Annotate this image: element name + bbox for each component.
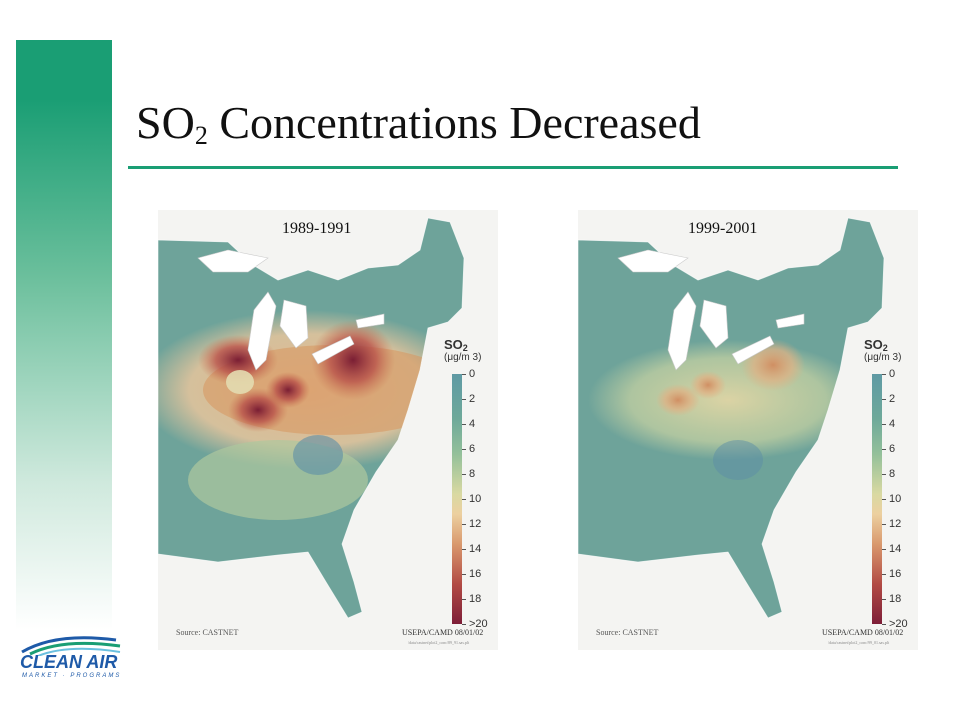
- great-lake-huron: [279, 299, 309, 349]
- legend-tick-label: 0: [889, 368, 896, 380]
- legend-tick: 6: [462, 443, 475, 455]
- legend-tick: 8: [462, 468, 475, 480]
- legend-tick: 14: [462, 543, 481, 555]
- title-main: SO: [136, 97, 195, 148]
- legend-tick: 16: [882, 568, 901, 580]
- legend-unit: (μg/m 3): [444, 352, 482, 363]
- map-period-label: 1989-1991: [282, 220, 352, 237]
- legend-tick-label: 4: [889, 418, 896, 430]
- map-credit: USEPA/CAMD 08/01/02: [822, 628, 904, 637]
- great-lake-erie: [311, 335, 355, 365]
- great-lake-michigan: [247, 291, 277, 371]
- map-source: Source: CASTNET: [596, 628, 659, 637]
- great-lake-ontario: [775, 313, 805, 329]
- legend-tick-label: 18: [889, 593, 902, 605]
- legend-tick-label: 14: [469, 543, 482, 555]
- legend-tick-label: 12: [469, 518, 482, 530]
- legend-tick-label: 18: [469, 593, 482, 605]
- great-lake-michigan: [667, 291, 697, 371]
- legend-tick-label: 14: [889, 543, 902, 555]
- legend-tick: 12: [882, 518, 901, 530]
- map-fineprint: /data/castnet/plot2_conc/99_01.sas.plt: [828, 640, 890, 645]
- great-lake-huron: [699, 299, 729, 349]
- legend-tick-label: >20: [889, 618, 908, 630]
- legend-tick-label: 6: [469, 443, 476, 455]
- legend-tick: 0: [882, 368, 895, 380]
- map-fineprint: /data/castnet/plot2_conc/89_91.sas.plt: [408, 640, 470, 645]
- legend-tick-label: 8: [889, 468, 896, 480]
- clean-air-logo: CLEAN AIR MARKET · PROGRAMS: [16, 632, 126, 680]
- concentration-map-1989-1991: [158, 217, 465, 619]
- map-panel-1989-1991: 1989-1991 SO2 (μg/m 3) 0 2 4 6 8 10 12 14 16 18 >2…: [158, 210, 498, 650]
- legend-title: SO2: [864, 337, 888, 353]
- legend-tick: 2: [462, 393, 475, 405]
- legend-tick-label: 8: [469, 468, 476, 480]
- wave-icon: [21, 636, 121, 657]
- map-source: Source: CASTNET: [176, 628, 239, 637]
- legend-tick: 4: [882, 418, 895, 430]
- legend-tick: 10: [882, 493, 901, 505]
- legend-tick: 14: [882, 543, 901, 555]
- legend-tick-label: 16: [469, 568, 482, 580]
- logo-subtext: MARKET · PROGRAMS: [22, 673, 122, 679]
- so2-legend: SO2 (μg/m 3) 0 2 4 6 8 10 12 14 16 18 >20: [864, 338, 918, 630]
- legend-unit: (μg/m 3): [864, 352, 902, 363]
- map-period-label: 1999-2001: [688, 220, 758, 237]
- legend-tick-label: 16: [889, 568, 902, 580]
- map-panel-1999-2001: 1999-2001 SO2 (μg/m 3) 0 2 4 6 8 10 12 14 16 18 >2…: [578, 210, 918, 650]
- legend-tick: 18: [462, 593, 481, 605]
- title-rest: Concentrations Decreased: [207, 97, 701, 148]
- legend-tick: 16: [462, 568, 481, 580]
- legend-tick: 12: [462, 518, 481, 530]
- legend-tick: 2: [882, 393, 895, 405]
- legend-tick: 4: [462, 418, 475, 430]
- legend-tick: 10: [462, 493, 481, 505]
- great-lake-superior: [197, 249, 269, 273]
- legend-tick: >20: [882, 618, 908, 630]
- concentration-map-1999-2001: [578, 217, 885, 619]
- great-lake-ontario: [355, 313, 385, 329]
- title-rule: [128, 166, 898, 169]
- legend-color-bar: [452, 374, 462, 624]
- logo-text: CLEAN AIR: [20, 652, 118, 672]
- map-credit: USEPA/CAMD 08/01/02: [402, 628, 484, 637]
- legend-tick-label: 12: [889, 518, 902, 530]
- legend-tick: >20: [462, 618, 488, 630]
- so2-legend: SO2 (μg/m 3) 0 2 4 6 8 10 12 14 16 18 >20: [444, 338, 498, 630]
- legend-tick: 6: [882, 443, 895, 455]
- side-accent-bar: [16, 40, 112, 630]
- legend-color-bar: [872, 374, 882, 624]
- legend-tick: 0: [462, 368, 475, 380]
- title-subscript: 2: [194, 121, 208, 150]
- legend-tick-label: 0: [469, 368, 476, 380]
- legend-tick-label: 2: [469, 393, 476, 405]
- great-lake-superior: [617, 249, 689, 273]
- legend-tick-label: >20: [469, 618, 488, 630]
- legend-tick: 8: [882, 468, 895, 480]
- legend-tick-label: 4: [469, 418, 476, 430]
- legend-tick-label: 10: [469, 493, 482, 505]
- slide-title: SO2 Concentrations Decreased: [136, 96, 701, 151]
- legend-tick: 18: [882, 593, 901, 605]
- legend-tick-label: 2: [889, 393, 896, 405]
- great-lake-erie: [731, 335, 775, 365]
- legend-tick-label: 10: [889, 493, 902, 505]
- legend-tick-label: 6: [889, 443, 896, 455]
- legend-title: SO2: [444, 337, 468, 353]
